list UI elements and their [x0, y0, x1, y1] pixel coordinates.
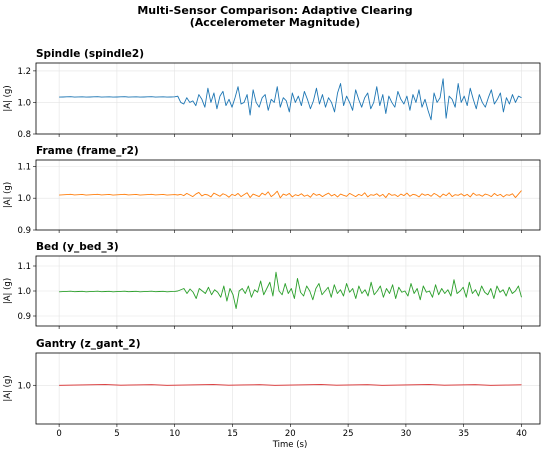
x-tick-label: 15: [227, 429, 238, 439]
x-tick-label: 0: [56, 429, 61, 439]
figure-title-line1: Multi-Sensor Comparison: Adaptive Cleari…: [137, 4, 412, 17]
x-tick-label: 20: [285, 429, 296, 439]
x-axis-label: Time (s): [272, 440, 308, 450]
series-line: [59, 384, 522, 386]
panel-title: Frame (frame_r2): [36, 145, 139, 157]
y-axis-label: |A| (g): [3, 182, 13, 208]
plot-frame: [35, 255, 541, 327]
y-tick-label: 1.2: [17, 67, 31, 77]
panel-title: Bed (y_bed_3): [36, 241, 119, 253]
x-tick-label: 35: [458, 429, 469, 439]
y-tick-label: 0.9: [17, 226, 31, 236]
x-tick-label: 40: [516, 429, 527, 439]
y-tick-label: 1.0: [17, 98, 31, 108]
panel-title: Gantry (z_gant_2): [36, 338, 141, 350]
y-axis-label: |A| (g): [3, 85, 13, 111]
figure-title-line2: (Accelerometer Magnitude): [190, 16, 360, 29]
y-tick-label: 1.1: [17, 262, 31, 272]
plot-frame: [35, 62, 541, 135]
y-tick-label: 1.1: [17, 162, 31, 172]
panel-bed: Bed (y_bed_3) 0.9 1.0 1.1 |A| (g): [3, 241, 541, 329]
panel-frame: Frame (frame_r2) 0.9 1.0 1.1 |A| (g): [3, 145, 541, 236]
x-tick-label: 5: [114, 429, 119, 439]
panel-gantry: Gantry (z_gant_2) 0 5 10 15 20 25 30 35 40 1.0 |A| …: [3, 338, 541, 439]
panel-spindle: Spindle (spindle2) 0.8 1.0 1.2 |A| (g): [3, 48, 541, 140]
series-line: [59, 271, 522, 309]
y-tick-label: 0.8: [17, 130, 31, 140]
series-line: [59, 190, 522, 199]
x-tick-label: 30: [400, 429, 411, 439]
x-tick-label: 25: [343, 429, 354, 439]
y-tick-label: 0.9: [17, 312, 31, 322]
y-tick-label: 1.0: [17, 194, 31, 204]
y-axis-label: |A| (g): [3, 278, 13, 304]
y-axis-label: |A| (g): [3, 375, 13, 401]
series-line: [59, 78, 522, 121]
plot-frame: [35, 159, 541, 231]
y-tick-label: 1.0: [17, 287, 31, 297]
plot-frame: [35, 352, 541, 425]
y-tick-label: 1.0: [17, 381, 31, 391]
panel-title: Spindle (spindle2): [36, 48, 144, 60]
x-tick-label: 10: [169, 429, 180, 439]
